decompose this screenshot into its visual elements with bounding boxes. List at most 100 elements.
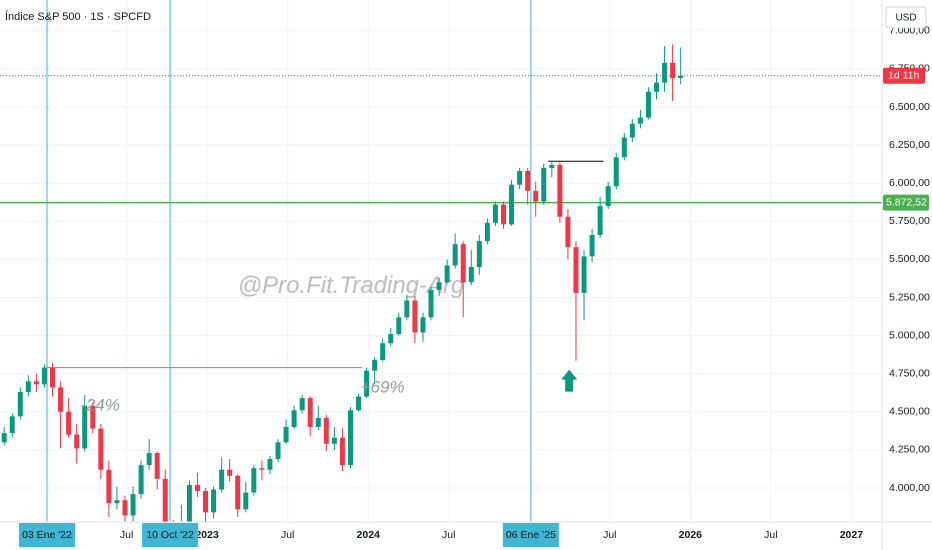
candle-body <box>130 494 136 516</box>
candle-body <box>509 184 515 225</box>
candle-body <box>267 459 273 470</box>
candle-body <box>420 317 426 333</box>
y-tick-label: 5.250,00 <box>889 291 930 303</box>
candle-body <box>1 433 7 443</box>
candle-body <box>436 282 442 290</box>
candle-body <box>356 396 362 411</box>
candle-body <box>605 186 611 207</box>
chart-title: Índice S&P 500 · 1S · SPCFD <box>5 10 151 23</box>
candle-body <box>678 75 684 79</box>
candle-body <box>283 427 289 443</box>
candle-body <box>645 91 651 118</box>
date-marker-label: 03 Ene '22 <box>22 529 72 541</box>
candle-body <box>500 204 506 225</box>
x-tick-label: Jul <box>442 529 455 541</box>
candle-body <box>275 442 281 460</box>
y-tick-label: 4.250,00 <box>889 444 930 456</box>
candle-body <box>138 465 144 495</box>
grid <box>0 0 882 522</box>
countdown-label: 1d 11h <box>888 70 919 82</box>
candle-body <box>412 300 418 333</box>
candle-body <box>106 469 112 504</box>
candle-body <box>90 405 96 429</box>
y-tick-label: 4.500,00 <box>889 406 930 418</box>
candle-body <box>492 204 498 223</box>
candle-body <box>162 478 168 522</box>
candle-body <box>315 417 321 428</box>
candle-body <box>468 267 474 283</box>
date-marker-label: 06 Ene '25 <box>506 529 556 541</box>
candle-body <box>17 391 23 417</box>
candle-body <box>122 500 128 516</box>
candle-body <box>291 410 297 428</box>
candle-body <box>428 289 434 318</box>
candle-body <box>186 484 192 522</box>
candle-body <box>98 428 104 470</box>
candle-body <box>235 475 241 510</box>
candle-body <box>557 164 563 217</box>
y-tick-label: 5.000,00 <box>889 329 930 341</box>
candle-body <box>25 381 31 392</box>
x-tick-label: Jul <box>603 529 616 541</box>
y-tick-label: 5.750,00 <box>889 215 930 227</box>
candle-body <box>364 370 370 397</box>
candle-body <box>573 247 579 293</box>
annotation: +69% <box>361 378 405 397</box>
y-tick-label: 6.000,00 <box>889 177 930 189</box>
y-tick-label: 6.500,00 <box>889 101 930 113</box>
candle-body <box>50 367 56 388</box>
candle-body <box>637 117 643 124</box>
currency[interactable]: USD <box>895 13 916 24</box>
candle-body <box>452 244 458 266</box>
candle-body <box>323 417 329 444</box>
candle-body <box>331 437 337 444</box>
candle-body <box>194 484 200 492</box>
candle-body <box>565 216 571 248</box>
candle-body <box>347 410 353 466</box>
candle-body <box>307 398 313 428</box>
candle-body <box>388 334 394 344</box>
candle-body <box>589 235 595 257</box>
arrow <box>561 369 578 392</box>
x-tick-label: Jul <box>764 529 777 541</box>
x-tick-label: Jul <box>281 529 294 541</box>
candle-body <box>629 123 635 138</box>
currency-box[interactable] <box>885 6 927 29</box>
candle-body <box>66 411 72 435</box>
candle-body <box>476 241 482 268</box>
y-tick-label: 5.500,00 <box>889 253 930 265</box>
plot-area: @Pro.Fit.Trading-Arg -24% +69% <box>0 0 882 522</box>
candle-body <box>597 206 603 236</box>
countdown-tag <box>883 67 925 84</box>
axes: 4.000,00 4.250,00 4.500,00 4.750,00 5.000,00… <box>19 25 930 547</box>
candle-body <box>380 343 386 360</box>
candle-body <box>581 256 587 293</box>
date-marker-tag <box>502 523 559 547</box>
candle-body <box>154 452 160 479</box>
x-tick-label: 2027 <box>840 529 864 541</box>
x-tick-label: 2024 <box>357 529 381 541</box>
candle-body <box>396 317 402 335</box>
candle-body <box>621 137 627 158</box>
candle-body <box>404 300 410 318</box>
y-tick-label: 4.000,00 <box>889 482 930 494</box>
candle-body <box>146 452 152 466</box>
candle-body <box>114 500 120 504</box>
candle-body <box>251 468 257 493</box>
x-tick-label: 2026 <box>679 529 703 541</box>
date-marker-tag <box>142 523 199 547</box>
candle-body <box>9 416 15 434</box>
price-tag-label: 5.872,52 <box>886 196 927 208</box>
x-tick-label: Jul <box>120 529 133 541</box>
candle-body <box>533 190 539 202</box>
y-tick-label: 6.250,00 <box>889 139 930 151</box>
candle-body <box>339 437 345 466</box>
candle-body <box>58 387 64 412</box>
candle-body <box>82 405 88 449</box>
candle-body <box>243 492 249 510</box>
candle-body <box>372 359 378 371</box>
candle-body <box>33 381 39 385</box>
candle-body <box>662 62 668 83</box>
